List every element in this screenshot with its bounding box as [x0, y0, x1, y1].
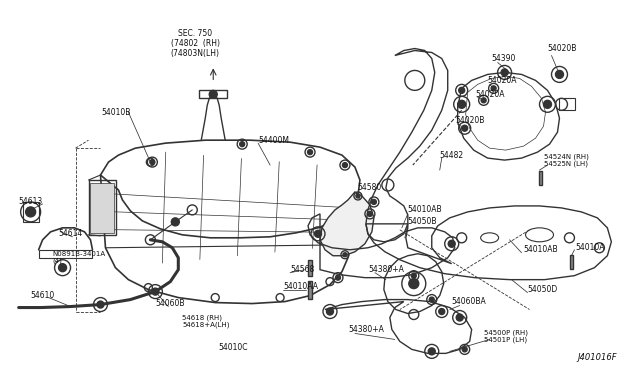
Text: 54380+A: 54380+A — [348, 325, 384, 334]
Circle shape — [429, 297, 435, 302]
Bar — [22, 202, 38, 222]
Text: 54614: 54614 — [59, 229, 83, 238]
Bar — [88, 180, 116, 235]
Circle shape — [314, 230, 321, 237]
Text: 54020A: 54020A — [488, 76, 517, 85]
Bar — [308, 260, 312, 276]
Circle shape — [239, 142, 244, 147]
Bar — [199, 90, 227, 98]
Text: 54020B: 54020B — [547, 44, 577, 53]
Circle shape — [209, 90, 217, 98]
Text: 54610: 54610 — [31, 291, 55, 300]
Text: 54050B: 54050B — [408, 217, 437, 227]
Circle shape — [456, 314, 463, 321]
Circle shape — [356, 194, 360, 198]
Circle shape — [501, 69, 508, 76]
Text: 54060B: 54060B — [156, 299, 185, 308]
Bar — [38, 250, 93, 258]
Circle shape — [26, 207, 36, 217]
Circle shape — [335, 275, 340, 280]
Circle shape — [367, 211, 372, 217]
Circle shape — [481, 98, 486, 103]
Circle shape — [59, 264, 67, 272]
Bar — [538, 171, 541, 185]
Circle shape — [439, 308, 445, 314]
Circle shape — [308, 150, 312, 155]
Circle shape — [412, 273, 416, 278]
Circle shape — [556, 70, 563, 78]
Circle shape — [409, 279, 419, 289]
Text: 54380+A: 54380+A — [368, 265, 404, 274]
Text: 54010B: 54010B — [101, 108, 131, 117]
Circle shape — [462, 347, 467, 352]
Text: 54010AA: 54010AA — [283, 282, 318, 291]
Text: 54613: 54613 — [19, 198, 43, 206]
Bar — [570, 255, 573, 269]
Text: 54580: 54580 — [357, 183, 381, 192]
Polygon shape — [320, 192, 374, 256]
Text: 54482: 54482 — [440, 151, 464, 160]
Circle shape — [343, 253, 347, 257]
Circle shape — [458, 100, 466, 108]
Circle shape — [428, 348, 435, 355]
Text: J401016F: J401016F — [578, 353, 618, 362]
Text: 54400M: 54400M — [258, 136, 289, 145]
Text: 54618 (RH)
54618+A(LH): 54618 (RH) 54618+A(LH) — [182, 314, 230, 328]
Circle shape — [152, 288, 159, 295]
Text: 54010C: 54010C — [218, 343, 248, 352]
Text: 54010AB: 54010AB — [408, 205, 442, 214]
Bar — [308, 280, 312, 299]
Text: 54500P (RH)
54501P (LH): 54500P (RH) 54501P (LH) — [484, 330, 527, 343]
Text: N0891B-3401A
(4): N0891B-3401A (4) — [52, 251, 106, 264]
Text: 54010A: 54010A — [575, 243, 605, 252]
Circle shape — [150, 160, 155, 164]
Circle shape — [371, 199, 376, 205]
Circle shape — [459, 87, 465, 93]
Circle shape — [448, 240, 455, 247]
Text: 54524N (RH)
54525N (LH): 54524N (RH) 54525N (LH) — [543, 153, 588, 167]
Text: 54020B: 54020B — [456, 116, 485, 125]
Circle shape — [97, 301, 104, 308]
Circle shape — [543, 100, 552, 108]
Bar — [90, 183, 115, 233]
Text: 54010AB: 54010AB — [524, 245, 558, 254]
Circle shape — [491, 86, 496, 91]
Text: 54050D: 54050D — [527, 285, 558, 294]
Text: 54390: 54390 — [492, 54, 516, 63]
Circle shape — [326, 308, 333, 315]
Text: SEC. 750
(74802  (RH)
(74803N(LH): SEC. 750 (74802 (RH) (74803N(LH) — [171, 29, 220, 58]
Text: 54060BA: 54060BA — [452, 297, 486, 306]
Circle shape — [342, 163, 348, 167]
Circle shape — [172, 218, 179, 226]
Text: 54568: 54568 — [290, 265, 314, 274]
Circle shape — [461, 125, 468, 131]
Bar — [559, 98, 575, 110]
Text: 54020A: 54020A — [476, 90, 505, 99]
